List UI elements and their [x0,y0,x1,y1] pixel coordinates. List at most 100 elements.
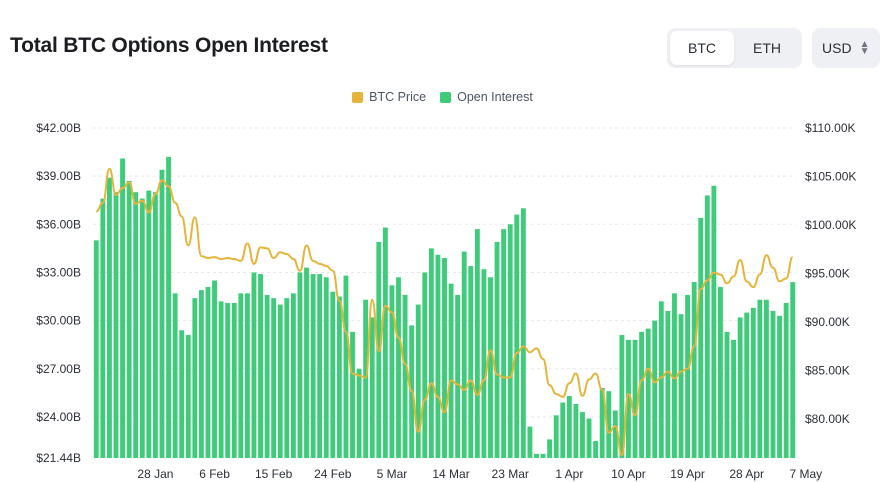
bar [481,269,487,458]
asset-toggle: BTC ETH [667,28,802,68]
chart-legend: BTC Price Open Interest [0,90,885,104]
bar [106,177,112,458]
y-right-tick-label: $105.00K [805,170,856,184]
bar [593,440,599,458]
bar [665,310,671,458]
bar [777,315,783,458]
bar [133,192,139,458]
bar [363,299,369,458]
bar [731,339,737,458]
bar [685,294,691,458]
bar [757,299,763,458]
x-tick-label: 6 Feb [199,467,230,481]
bar [428,248,434,458]
btc-toggle-button[interactable]: BTC [670,31,734,65]
bar [218,301,224,458]
bar [317,274,323,458]
y-left-tick-label: $39.00B [36,169,81,183]
bar [632,339,638,458]
bar [120,158,125,459]
bar [514,214,520,458]
bar [336,296,342,458]
bar [744,312,750,458]
bar [652,320,658,458]
x-tick-label: 14 Mar [432,467,469,481]
legend-item-btc-price[interactable]: BTC Price [352,90,426,104]
bar [672,293,677,458]
bar [93,240,99,458]
y-right-tick-label: $110.00K [805,121,856,135]
page-title: Total BTC Options Open Interest [10,34,328,57]
bar [540,453,546,458]
bar [192,298,198,458]
bar [442,258,447,458]
bar [284,298,290,458]
bar [422,272,428,458]
y-right-tick-label: $100.00K [805,218,856,232]
bar [691,282,697,458]
currency-select[interactable]: USD ▲ ▼ [812,28,880,68]
bar [573,404,579,458]
bar [645,328,651,458]
bar [212,280,217,458]
y-left-tick-label: $21.44B [36,451,81,465]
x-tick-label: 24 Feb [314,467,352,481]
y-left-tick-label: $33.00B [36,265,81,279]
bar [258,274,263,458]
bar [113,192,119,458]
y-left-tick-label: $42.00B [36,121,81,135]
bar [770,310,776,458]
bar [488,277,493,458]
bar [396,277,401,458]
bar [448,283,454,458]
x-tick-label: 5 Mar [377,467,408,481]
currency-value: USD [822,40,852,56]
bar [415,304,421,458]
bar [455,294,461,458]
bar [290,293,296,458]
chevron-updown-icon: ▲ ▼ [859,39,870,57]
x-tick-label: 15 Feb [255,467,293,481]
bar [152,192,158,458]
bar [304,267,309,458]
bar [553,415,559,458]
bar [566,396,572,458]
y-right-tick-label: $80.00K [805,412,850,426]
bar [639,331,645,458]
bar [146,190,152,458]
bar [560,402,566,458]
bar [198,290,204,458]
bar [369,317,375,458]
bar [461,251,467,458]
bar [724,331,730,458]
bar [205,286,211,458]
bar [737,317,743,458]
bar [501,229,507,458]
bar [264,294,270,458]
bar [126,180,132,458]
btc-price-line [95,167,794,457]
bar [658,301,664,458]
bar [520,208,526,458]
bar [494,241,500,458]
bar [750,307,756,458]
bar [382,227,388,458]
x-tick-label: 23 Mar [492,467,529,481]
bar [468,266,474,458]
bar [159,169,165,459]
eth-toggle-button[interactable]: ETH [753,40,781,56]
x-tick-label: 19 Apr [670,467,705,481]
bar [606,391,612,458]
bar [244,293,250,458]
bar [711,185,717,458]
bar [547,439,553,458]
bar [271,298,277,458]
bar [599,388,605,458]
bar [323,277,329,458]
bar [297,272,303,458]
x-tick-label: 28 Apr [729,467,764,481]
bar [166,156,171,458]
legend-item-open-interest[interactable]: Open Interest [440,90,533,104]
bar [402,294,408,458]
bar [612,410,618,458]
